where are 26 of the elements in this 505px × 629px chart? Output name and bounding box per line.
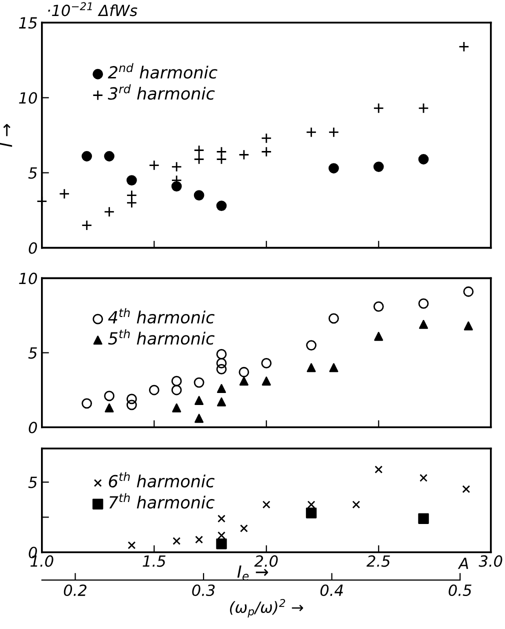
text: A	[458, 558, 468, 569]
x2-tick-label: 0.2	[64, 584, 86, 596]
y-tick-label: 15	[19, 17, 37, 29]
x2-tick-label: 0.4	[320, 584, 343, 596]
x-tick-label: 3.0	[478, 555, 502, 567]
y-axis-title: I →	[0, 124, 12, 147]
x-tick-label: 1.5	[142, 556, 166, 567]
legend-label: 2$^{nd}$ harmonic	[108, 63, 218, 79]
y-tick-label: 5	[28, 347, 37, 359]
y-tick-label: 10	[19, 92, 37, 104]
x2-axis-title: (ω$_{p}$/ω)$^{2}$ →	[230, 598, 304, 618]
legend-label: 7$^{th}$ harmonic	[109, 493, 215, 509]
legend-label: 3$^{rd}$ harmonic	[108, 84, 215, 100]
legend-label: 6$^{th}$ harmonic	[108, 472, 215, 488]
text: ·10$^{−21}$ ΔfWs	[48, 2, 138, 16]
y-tick-label: 0	[28, 242, 37, 254]
x-tick-label: 2.5	[366, 555, 390, 567]
legend-label: 5$^{th}$ harmonic	[108, 329, 215, 345]
y-tick-label: 0	[28, 422, 37, 434]
x2-tick-label: 0.5	[448, 584, 472, 596]
x2-tick-label: 0.3	[192, 584, 215, 596]
x-tick-label: 2.0	[254, 555, 278, 567]
y-tick-label: 10	[19, 272, 37, 284]
y-tick-label: 5	[28, 476, 37, 488]
y-tick-label: 5	[28, 167, 37, 179]
legend-label: 4$^{th}$ harmonic	[108, 308, 215, 324]
